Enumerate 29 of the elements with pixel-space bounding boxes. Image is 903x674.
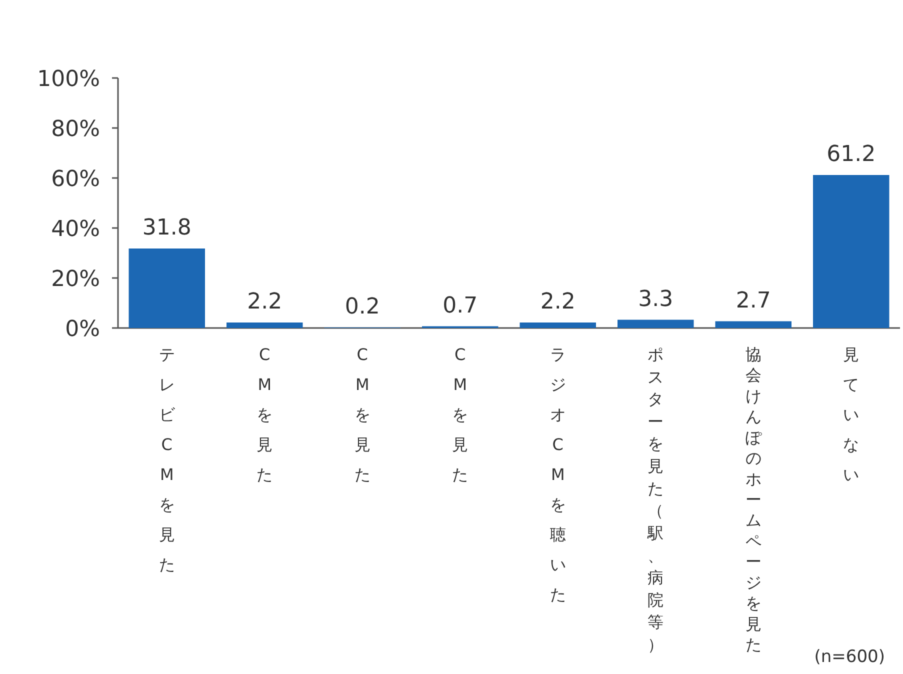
data-label: 3.3: [638, 286, 674, 312]
x-tick-label: CMを見た: [452, 345, 468, 484]
data-label: 0.7: [442, 293, 478, 318]
data-label: 61.2: [826, 142, 876, 167]
data-label: 2.2: [247, 290, 282, 314]
x-tick-label: 見ていない: [843, 345, 860, 484]
y-tick-label: 60%: [51, 167, 100, 192]
text: (n=600): [814, 647, 885, 667]
y-tick-label: 100%: [37, 67, 100, 92]
category-label: ラジオCMを聴いた: [550, 345, 566, 604]
x-tick-label: CMを見た: [256, 345, 273, 484]
x-tick-label: CMを見た: [354, 345, 370, 484]
category-label: 協会けんぽのホームページを見た: [745, 345, 762, 654]
category-label: ポスターを見た（駅、病院等）: [648, 345, 664, 654]
bar: [520, 322, 596, 328]
bar: [226, 322, 303, 328]
x-tick-label: テレビCMを見た: [158, 345, 176, 574]
bar: [813, 175, 890, 328]
bar: [618, 320, 694, 328]
data-label: 2.7: [736, 288, 771, 314]
data-label: 0.2: [344, 294, 380, 320]
data-label: 31.8: [142, 216, 192, 240]
y-tick-label: 0%: [65, 317, 100, 342]
y-tick-label: 20%: [51, 267, 100, 292]
data-label: 2.2: [540, 290, 576, 314]
y-tick-label: 40%: [51, 217, 100, 242]
bar: [128, 248, 205, 328]
bar: [715, 321, 792, 328]
y-tick-label: 80%: [51, 117, 100, 142]
